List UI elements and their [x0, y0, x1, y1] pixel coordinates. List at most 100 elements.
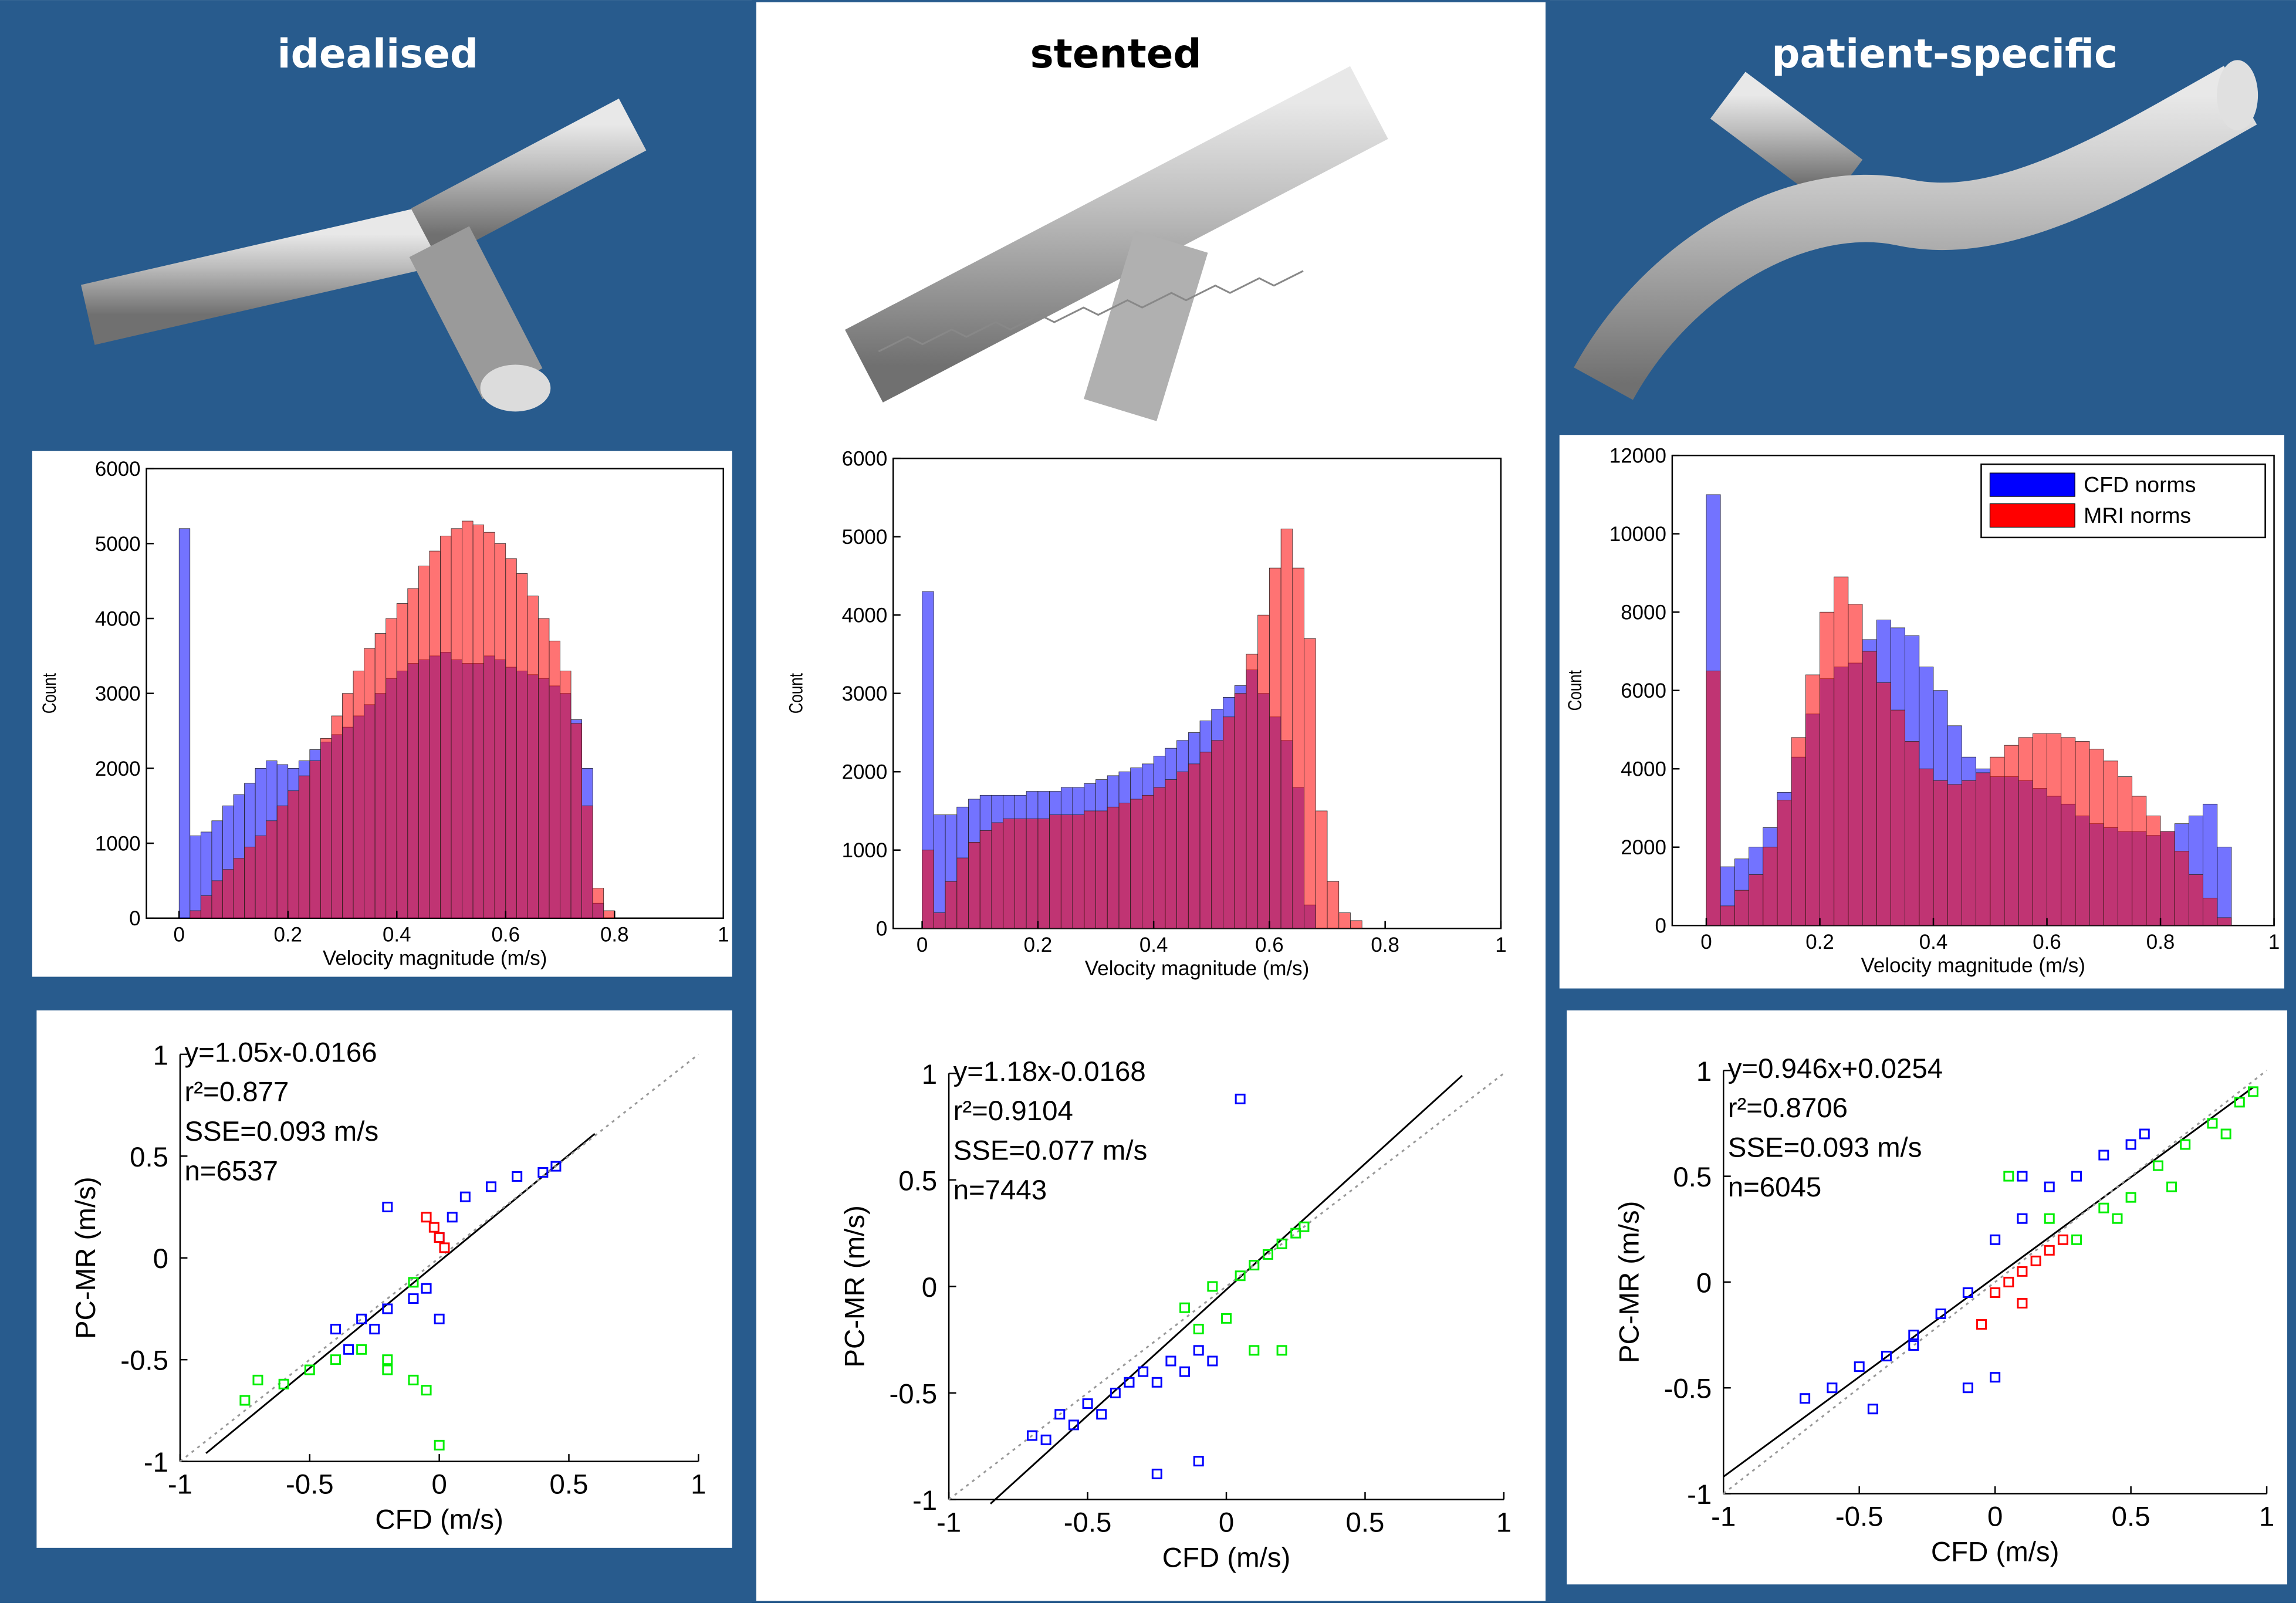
x-tick-label: 0.6 [1255, 934, 1284, 956]
x-tick-label: -0.5 [286, 1469, 334, 1500]
annotation: y=1.18x-0.0168 [953, 1056, 1146, 1087]
bar [2217, 847, 2232, 926]
bar [1905, 741, 1920, 926]
bar [1304, 638, 1316, 929]
bar [1084, 810, 1096, 929]
x-tick-label: -1 [168, 1469, 192, 1500]
point [2234, 1097, 2245, 1108]
point [2071, 1234, 2082, 1245]
point [2180, 1139, 2191, 1150]
point [1221, 1313, 1232, 1324]
point [239, 1395, 251, 1406]
point [1881, 1351, 1892, 1362]
bar [538, 618, 550, 919]
point [434, 1439, 445, 1451]
point [2098, 1202, 2109, 1213]
bar [1118, 803, 1131, 929]
annotation: r²=0.877 [184, 1077, 289, 1108]
bar [2018, 737, 2033, 926]
y-tick-label: -0.5 [120, 1345, 168, 1377]
point [1138, 1366, 1149, 1377]
x-tick-label: 0.8 [1371, 934, 1399, 956]
y-tick-label: 1 [153, 1040, 168, 1071]
bar [386, 618, 397, 919]
x-tick-label: 0 [1987, 1501, 2003, 1532]
point [1151, 1468, 1162, 1479]
y-tick-label: -1 [912, 1485, 937, 1516]
point [382, 1303, 393, 1314]
point [1124, 1377, 1135, 1388]
bar [1060, 814, 1073, 929]
point [330, 1324, 341, 1335]
y-tick-label: 0 [1655, 915, 1666, 938]
legend-label: MRI norms [2084, 503, 2191, 528]
bar [483, 532, 495, 919]
y-tick-label: 3000 [95, 682, 141, 705]
bar [255, 835, 266, 919]
bar [320, 738, 332, 919]
y-tick-label: 6000 [842, 448, 888, 471]
bar [472, 525, 485, 919]
point [369, 1324, 380, 1335]
point [2044, 1213, 2055, 1224]
point [421, 1283, 432, 1294]
point [1854, 1361, 1865, 1372]
x-tick-label: 1 [1495, 934, 1506, 956]
bar [276, 805, 289, 919]
bar [331, 715, 343, 919]
bar [1211, 740, 1223, 929]
bar [190, 910, 201, 919]
bar [1791, 737, 1806, 926]
point [2139, 1128, 2150, 1140]
point [2220, 1128, 2231, 1140]
y-tick-label: 2000 [842, 761, 888, 784]
x-tick-label: 0.4 [1919, 931, 1948, 954]
y-axis-label: PC-MR (m/s) [70, 1176, 102, 1338]
bar [1891, 709, 1905, 926]
bar [1350, 920, 1362, 929]
bar [922, 850, 934, 929]
x-tick-label: 1 [2268, 931, 2280, 954]
bar [2189, 874, 2203, 926]
bar [991, 822, 1004, 929]
x-tick-label: -0.5 [1064, 1507, 1112, 1538]
y-tick-label: 12000 [1609, 445, 1666, 468]
bar [244, 847, 256, 919]
x-tick-label: 0.8 [2146, 931, 2175, 954]
bar [2146, 815, 2161, 926]
x-tick-label: 1 [718, 924, 729, 946]
point [1179, 1302, 1191, 1313]
bar [1246, 654, 1259, 929]
bar [979, 830, 992, 929]
x-tick-label: 0.6 [2033, 931, 2061, 954]
y-tick-label: 6000 [95, 458, 141, 481]
bar [2160, 831, 2175, 926]
point [2207, 1118, 2218, 1129]
bar [1095, 810, 1108, 929]
vessel-idealised [81, 99, 647, 412]
point [537, 1167, 549, 1178]
panel-title: patient-specific [1771, 31, 2118, 77]
bar [1223, 716, 1235, 929]
point [447, 1212, 458, 1223]
y-tick-label: -0.5 [889, 1378, 937, 1409]
bar [1026, 818, 1039, 929]
point [459, 1191, 471, 1202]
bar [222, 869, 234, 919]
bar [298, 775, 310, 919]
bar [1003, 818, 1015, 929]
bar [581, 805, 593, 919]
legend-swatch [1989, 472, 2075, 497]
x-tick-label: 0.6 [491, 924, 520, 946]
bar [1848, 604, 1863, 926]
y-tick-label: 8000 [1621, 601, 1666, 624]
y-tick-label: 6000 [1621, 679, 1666, 702]
bar [2075, 741, 2090, 926]
point [2112, 1213, 2123, 1224]
point [1151, 1377, 1162, 1388]
point [408, 1277, 419, 1288]
y-tick-label: 4000 [95, 607, 141, 630]
x-tick-label: 0.2 [273, 924, 302, 946]
bar [1292, 567, 1304, 929]
annotation: SSE=0.093 m/s [184, 1116, 378, 1147]
